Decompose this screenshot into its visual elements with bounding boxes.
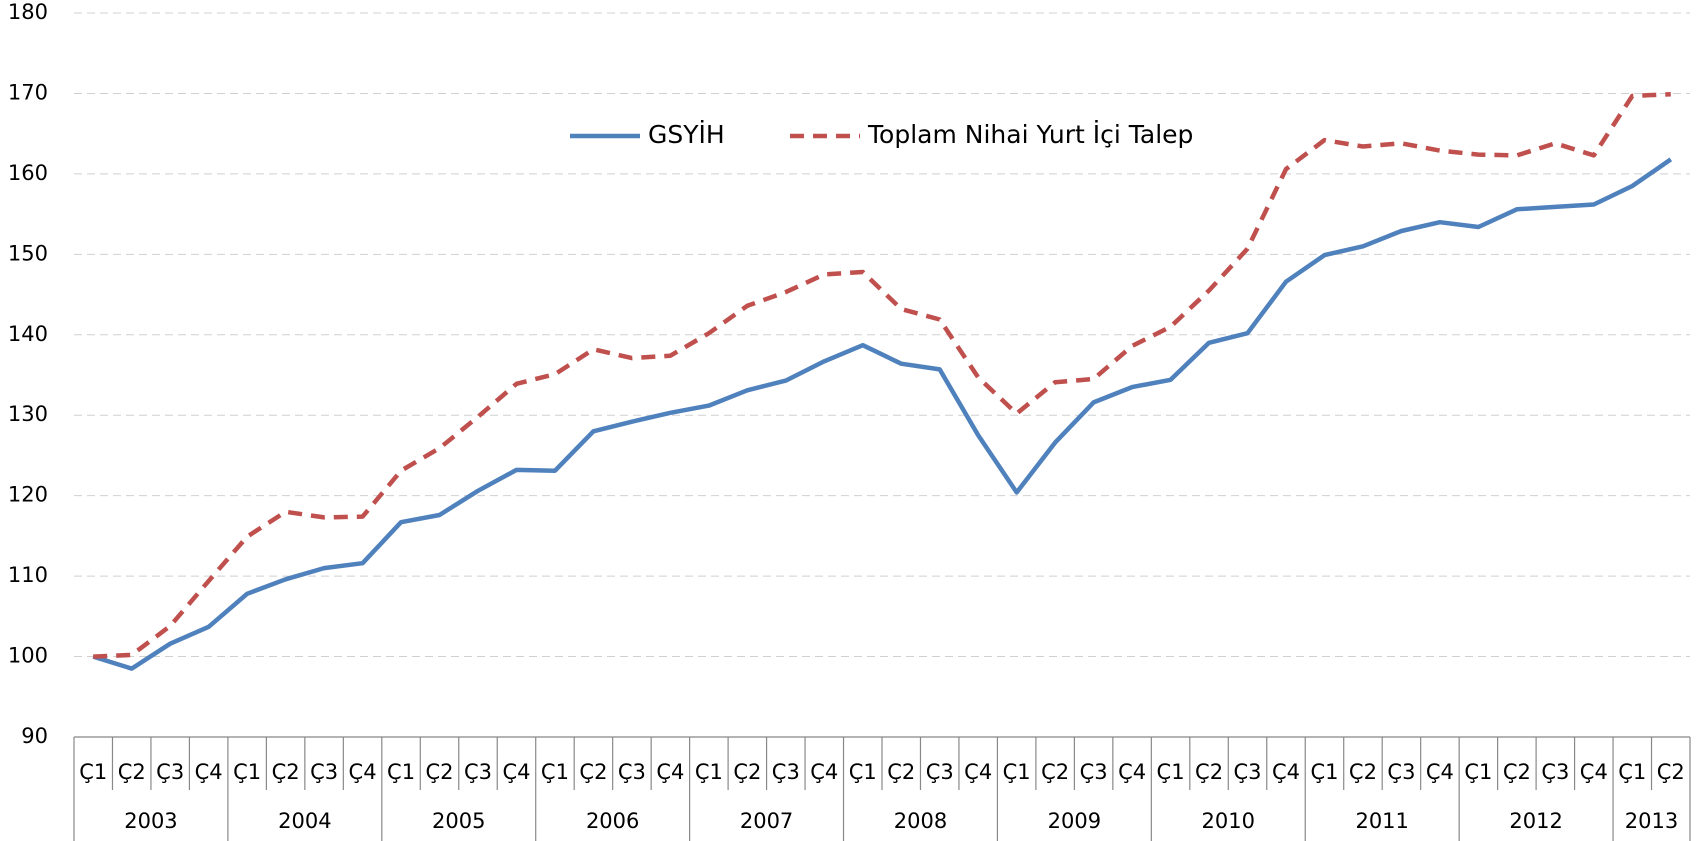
x-tick-label: Ç3 [926,760,954,784]
x-tick-label: Ç4 [656,760,684,784]
x-tick-label: Ç4 [1426,760,1454,784]
x-tick-label: Ç3 [772,760,800,784]
y-tick-label: 110 [8,563,48,587]
x-tick-label: Ç2 [272,760,300,784]
x-tick-label: Ç3 [618,760,646,784]
legend-label: GSYİH [648,120,725,149]
x-tick-label: Ç3 [310,760,338,784]
y-tick-label: 140 [8,322,48,346]
y-tick-label: 130 [8,402,48,426]
x-tick-label: Ç4 [810,760,838,784]
y-tick-label: 170 [8,80,48,104]
y-tick-label: 150 [8,241,48,265]
x-tick-label: Ç4 [1580,760,1608,784]
x-tick-label: Ç4 [195,760,223,784]
x-tick-label: Ç3 [464,760,492,784]
group-label: 2012 [1509,809,1562,833]
group-label: 2004 [278,809,331,833]
x-tick-label: Ç1 [695,760,723,784]
x-tick-label: Ç3 [1234,760,1262,784]
x-tick-label: Ç2 [579,760,607,784]
x-tick-label: Ç2 [1349,760,1377,784]
x-tick-label: Ç2 [1503,760,1531,784]
group-label: 2003 [124,809,177,833]
group-label: 2007 [740,809,793,833]
group-label: 2009 [1048,809,1101,833]
y-tick-label: 180 [8,0,48,24]
x-tick-label: Ç3 [156,760,184,784]
x-tick-label: Ç1 [1618,760,1646,784]
x-tick-label: Ç1 [1310,760,1338,784]
x-tick-label: Ç2 [1195,760,1223,784]
x-tick-label: Ç4 [1118,760,1146,784]
group-label: 2006 [586,809,639,833]
x-tick-label: Ç1 [1003,760,1031,784]
x-tick-label: Ç1 [849,760,877,784]
group-label: 2010 [1202,809,1255,833]
x-tick-label: Ç1 [541,760,569,784]
y-tick-label: 120 [8,483,48,507]
x-tick-label: Ç3 [1387,760,1415,784]
x-tick-label: Ç1 [233,760,261,784]
x-tick-label: Ç1 [1464,760,1492,784]
x-tick-label: Ç1 [79,760,107,784]
group-label: 2005 [432,809,485,833]
y-tick-label: 100 [8,644,48,668]
y-tick-label: 160 [8,161,48,185]
x-tick-label: Ç2 [426,760,454,784]
x-tick-label: Ç2 [1041,760,1069,784]
x-tick-label: Ç4 [349,760,377,784]
legend-label: Toplam Nihai Yurt İçi Talep [867,120,1193,149]
x-tick-label: Ç2 [1657,760,1685,784]
x-tick-label: Ç4 [502,760,530,784]
y-tick-label: 90 [21,724,48,748]
x-tick-label: Ç4 [1272,760,1300,784]
group-label: 2011 [1355,809,1408,833]
x-tick-label: Ç2 [118,760,146,784]
group-label: 2013 [1625,809,1678,833]
x-tick-label: Ç1 [1157,760,1185,784]
series-line [93,91,1671,659]
x-tick-label: Ç3 [1080,760,1108,784]
series-line [92,157,1673,671]
x-tick-label: Ç4 [964,760,992,784]
x-tick-label: Ç1 [387,760,415,784]
group-label: 2008 [894,809,947,833]
x-tick-label: Ç2 [887,760,915,784]
x-tick-label: Ç3 [1541,760,1569,784]
x-tick-label: Ç2 [733,760,761,784]
